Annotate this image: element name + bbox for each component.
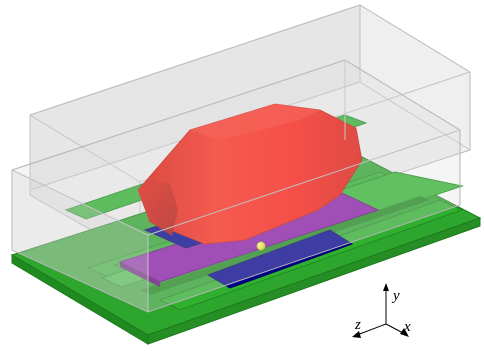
enclosure-front [11, 59, 461, 313]
yellow-point-marker [256, 241, 266, 251]
axis-label-y: y [391, 288, 400, 304]
axis-label-x: x [403, 319, 411, 335]
axis-label-z: z [354, 317, 361, 333]
red-ellipsoid-body [137, 103, 363, 245]
axis-triad: y x z [352, 283, 411, 338]
